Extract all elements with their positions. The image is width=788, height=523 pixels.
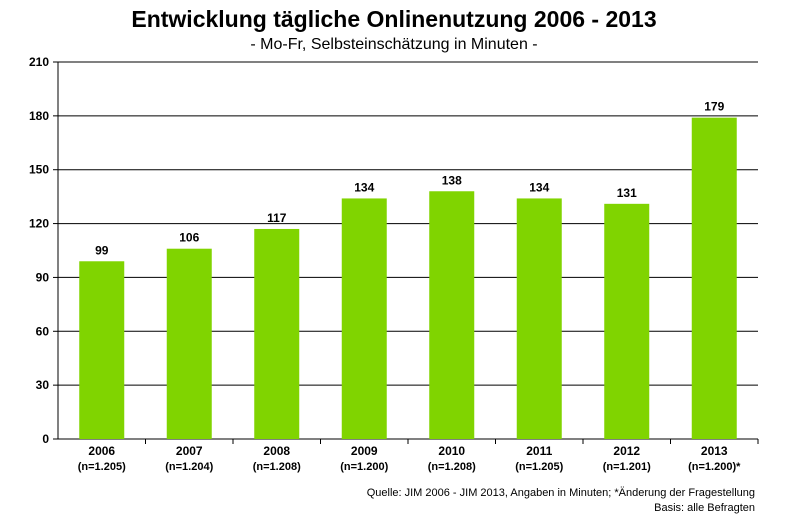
x-tick-sublabel: (n=1.201) [603,461,651,473]
x-tick-label: 2011 [526,444,552,458]
x-tick-label: 2012 [613,444,640,458]
y-tick-label: 60 [36,324,50,338]
y-tick-label: 120 [29,217,49,231]
data-label: 134 [529,180,549,194]
data-label: 131 [617,186,637,200]
bar [341,198,387,439]
data-label: 134 [354,180,374,194]
x-tick-sublabel: (n=1.200)* [688,461,741,473]
bar [604,203,650,439]
x-tick-sublabel: (n=1.208) [253,461,301,473]
x-tick-label: 2010 [438,444,465,458]
x-tick-label: 2013 [701,444,728,458]
bar [166,248,212,439]
data-label: 106 [179,231,199,245]
y-tick-label: 0 [42,432,49,446]
data-label: 138 [442,173,462,187]
x-tick-label: 2009 [351,444,378,458]
data-label: 99 [95,243,109,257]
y-tick-label: 210 [29,55,49,69]
y-tick-label: 180 [29,109,49,123]
y-tick-label: 30 [36,378,50,392]
bar [254,228,300,439]
bar [79,261,125,439]
x-tick-label: 2007 [176,444,203,458]
bar [516,198,562,439]
chart-footnote: Quelle: JIM 2006 - JIM 2013, Angaben in … [367,486,755,516]
chart-title: Entwicklung tägliche Onlinenutzung 2006 … [131,6,657,32]
y-tick-label: 90 [36,270,50,284]
bar [691,117,737,440]
x-tick-sublabel: (n=1.208) [428,461,476,473]
source-note: Quelle: JIM 2006 - JIM 2013, Angaben in … [366,487,755,499]
x-tick-sublabel: (n=1.205) [515,461,563,473]
x-tick-label: 2008 [263,444,290,458]
basis-note: Basis: alle Befragten [654,502,755,514]
x-tick-label: 2006 [88,444,115,458]
bar [429,191,475,439]
y-tick-label: 150 [29,163,49,177]
x-tick-sublabel: (n=1.200) [340,461,388,473]
x-tick-sublabel: (n=1.205) [78,461,126,473]
data-label: 117 [267,211,287,225]
chart-subtitle: - Mo-Fr, Selbsteinschätzung in Minuten - [250,36,538,53]
data-label: 179 [704,100,724,114]
x-tick-sublabel: (n=1.204) [165,461,213,473]
